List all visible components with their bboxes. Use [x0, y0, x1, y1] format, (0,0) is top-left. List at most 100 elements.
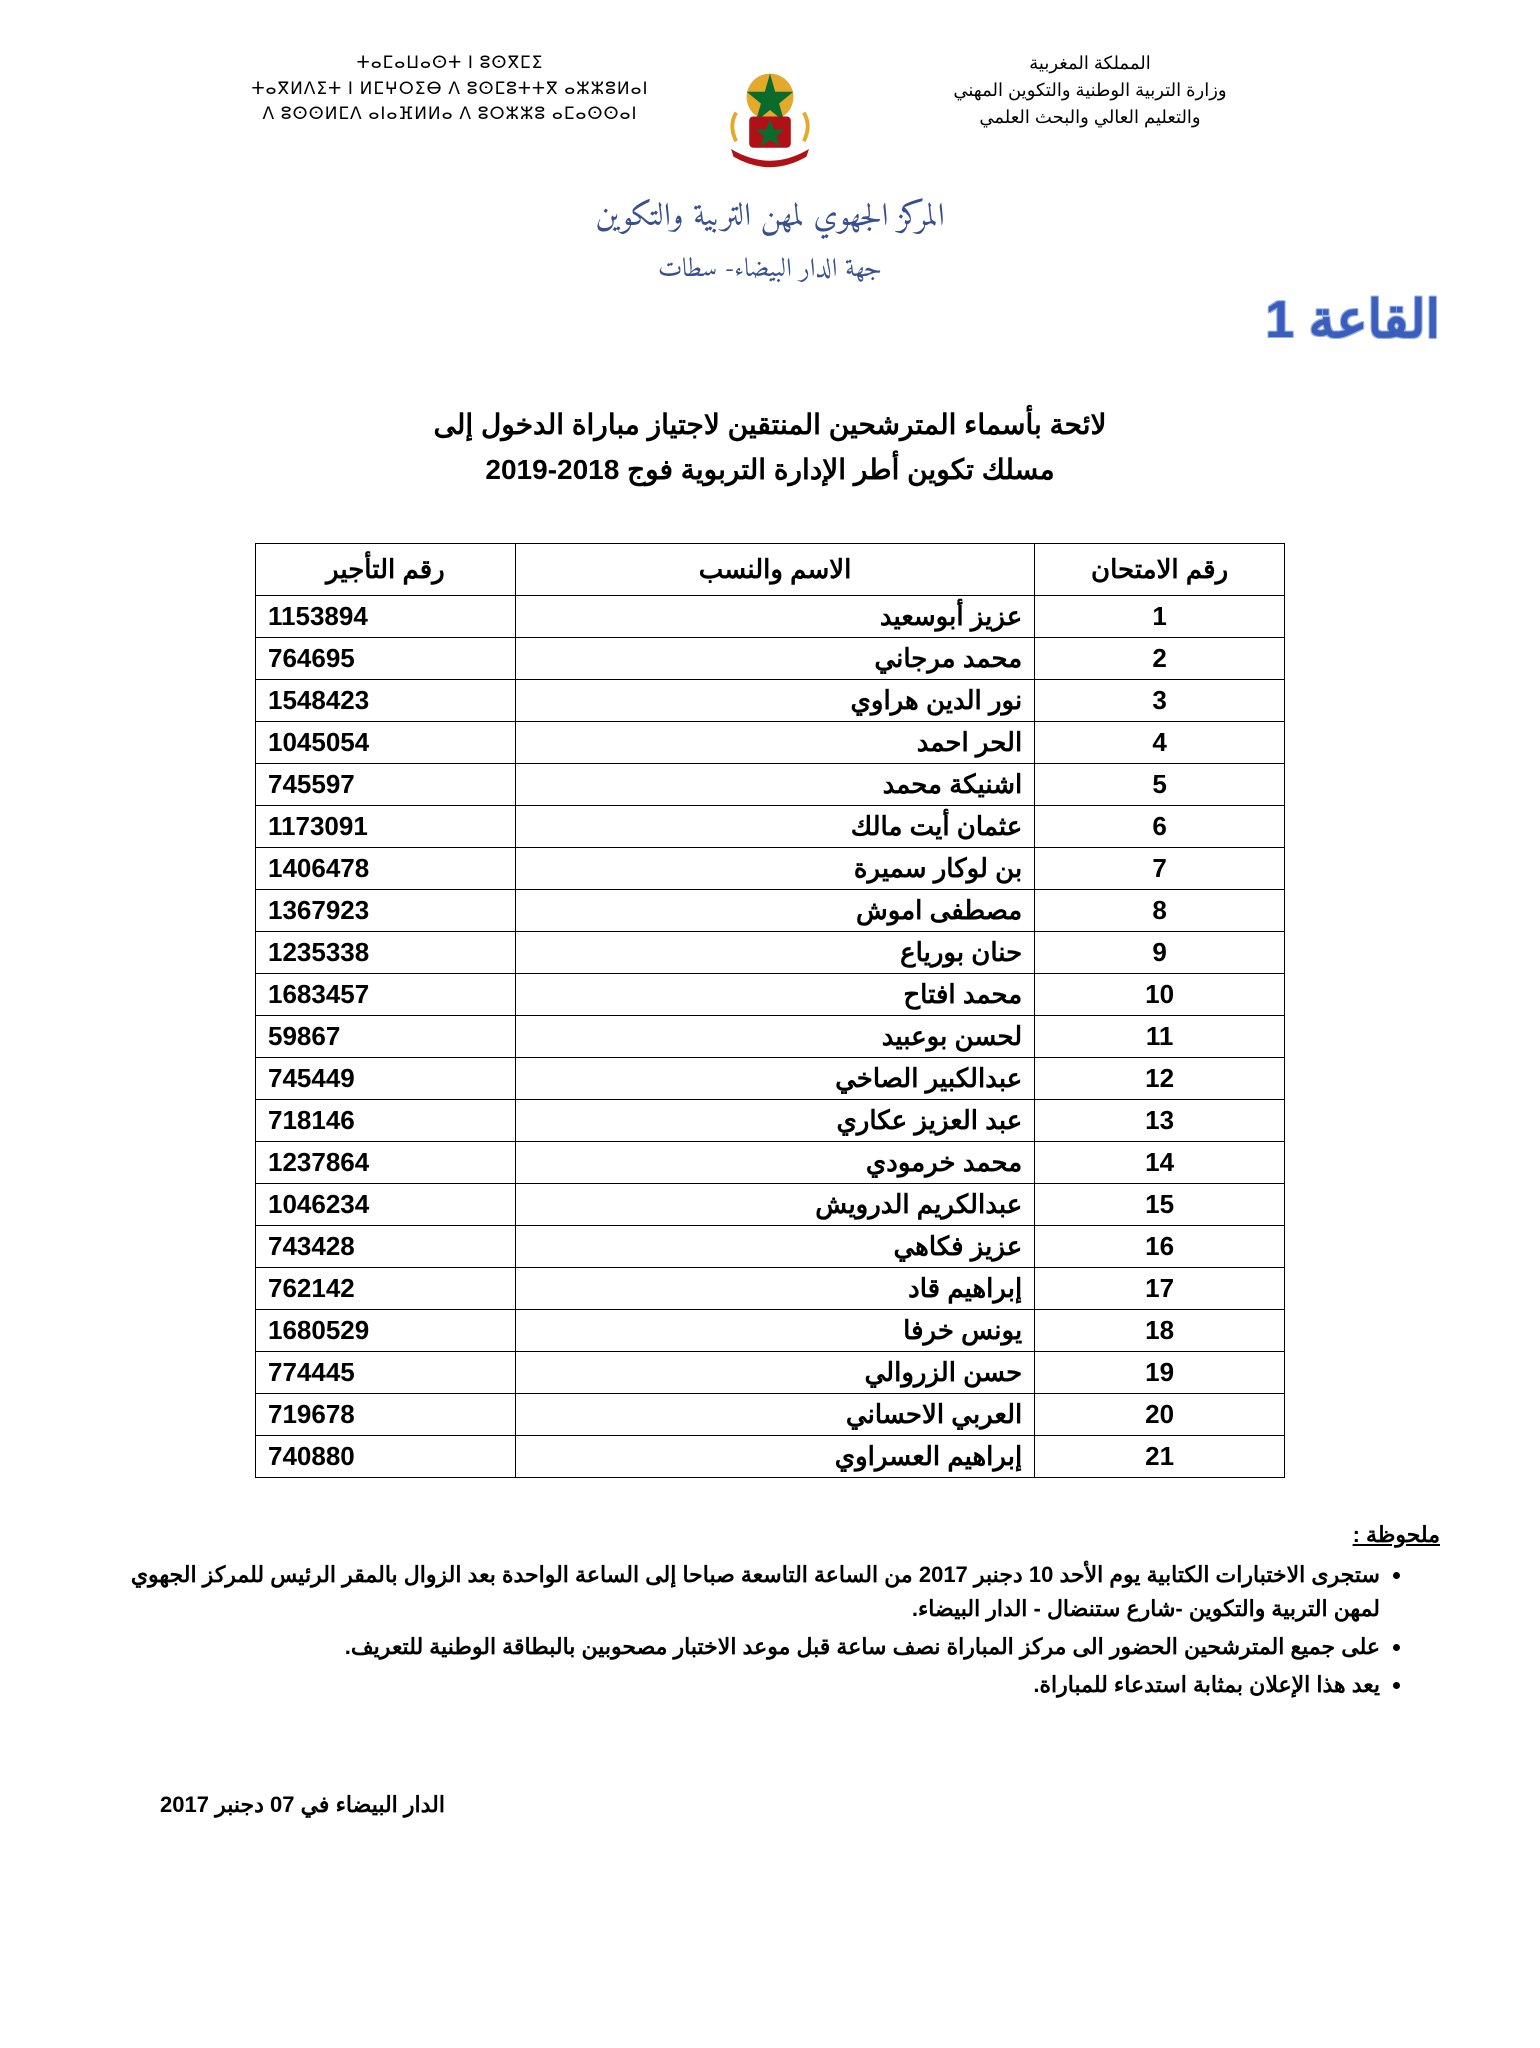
- table-row: 15عبدالكريم الدرويش1046234: [256, 1183, 1285, 1225]
- cell-name: اشنيكة محمد: [515, 763, 1034, 805]
- col-emp-no: رقم التأجير: [256, 543, 516, 595]
- cell-name: عبدالكبير الصاخي: [515, 1057, 1034, 1099]
- cell-emp-no: 1237864: [256, 1141, 516, 1183]
- cell-name: حسن الزروالي: [515, 1351, 1034, 1393]
- cell-emp-no: 1153894: [256, 595, 516, 637]
- cell-name: عثمان أيت مالك: [515, 805, 1034, 847]
- cell-emp-no: 1046234: [256, 1183, 516, 1225]
- cell-emp-no: 745597: [256, 763, 516, 805]
- cell-name: عزيز فكاهي: [515, 1225, 1034, 1267]
- cell-emp-no: 59867: [256, 1015, 516, 1057]
- cell-exam-no: 8: [1035, 889, 1285, 931]
- cell-emp-no: 774445: [256, 1351, 516, 1393]
- cell-name: نور الدين هراوي: [515, 679, 1034, 721]
- cell-exam-no: 21: [1035, 1435, 1285, 1477]
- table-row: 16عزيز فكاهي743428: [256, 1225, 1285, 1267]
- cell-exam-no: 14: [1035, 1141, 1285, 1183]
- cell-emp-no: 740880: [256, 1435, 516, 1477]
- center-name-block: المركز الجهوي لمهن التربية والتكوين جهة …: [100, 190, 1440, 293]
- cell-name: محمد مرجاني: [515, 637, 1034, 679]
- table-row: 6عثمان أيت مالك1173091: [256, 805, 1285, 847]
- notes-list: ستجرى الاختبارات الكتابية يوم الأحد 10 د…: [100, 1558, 1440, 1702]
- notes-heading: ملحوظة :: [100, 1518, 1440, 1552]
- document-header: المملكة المغربية وزارة التربية الوطنية و…: [100, 40, 1440, 180]
- cell-exam-no: 13: [1035, 1099, 1285, 1141]
- table-row: 1عزيز أبوسعيد1153894: [256, 595, 1285, 637]
- table-row: 10محمد افتاح1683457: [256, 973, 1285, 1015]
- cell-name: عبدالكريم الدرويش: [515, 1183, 1034, 1225]
- header-arabic-line: المملكة المغربية: [880, 50, 1300, 77]
- header-arabic-block: المملكة المغربية وزارة التربية الوطنية و…: [880, 40, 1300, 131]
- cell-name: إبراهيم العسراوي: [515, 1435, 1034, 1477]
- morocco-emblem-icon: [690, 40, 850, 180]
- cell-exam-no: 17: [1035, 1267, 1285, 1309]
- candidates-table: رقم الامتحان الاسم والنسب رقم التأجير 1ع…: [255, 543, 1285, 1478]
- cell-emp-no: 743428: [256, 1225, 516, 1267]
- cell-emp-no: 1367923: [256, 889, 516, 931]
- cell-name: لحسن بوعبيد: [515, 1015, 1034, 1057]
- footer-date: الدار البيضاء في 07 دجنبر 2017: [100, 1792, 1440, 1818]
- table-row: 13عبد العزيز عكاري718146: [256, 1099, 1285, 1141]
- cell-emp-no: 745449: [256, 1057, 516, 1099]
- col-exam-no: رقم الامتحان: [1035, 543, 1285, 595]
- cell-name: عبد العزيز عكاري: [515, 1099, 1034, 1141]
- center-title: المركز الجهوي لمهن التربية والتكوين: [100, 190, 1440, 246]
- cell-emp-no: 718146: [256, 1099, 516, 1141]
- header-tifinagh-block: ⵜⴰⵎⴰⵡⴰⵙⵜ ⵏ ⵓⵙⴳⵎⵉ ⵜⴰⴳⵍⴷⵉⵜ ⵏ ⵍⵎⵖⵔⵉⴱ ⴷ ⵓⵙⵎⵓ…: [240, 40, 660, 127]
- cell-exam-no: 15: [1035, 1183, 1285, 1225]
- cell-exam-no: 18: [1035, 1309, 1285, 1351]
- table-row: 17إبراهيم قاد762142: [256, 1267, 1285, 1309]
- cell-emp-no: 1680529: [256, 1309, 516, 1351]
- cell-exam-no: 5: [1035, 763, 1285, 805]
- table-row: 8مصطفى اموش1367923: [256, 889, 1285, 931]
- cell-emp-no: 1045054: [256, 721, 516, 763]
- cell-emp-no: 764695: [256, 637, 516, 679]
- table-row: 7بن لوكار سميرة1406478: [256, 847, 1285, 889]
- notes-block: ملحوظة : ستجرى الاختبارات الكتابية يوم ا…: [100, 1518, 1440, 1702]
- table-row: 9حنان بورياع1235338: [256, 931, 1285, 973]
- cell-exam-no: 3: [1035, 679, 1285, 721]
- table-row: 4الحر احمد1045054: [256, 721, 1285, 763]
- notes-item: ستجرى الاختبارات الكتابية يوم الأحد 10 د…: [100, 1558, 1380, 1626]
- table-header-row: رقم الامتحان الاسم والنسب رقم التأجير: [256, 543, 1285, 595]
- header-arabic-line: وزارة التربية الوطنية والتكوين المهني: [880, 77, 1300, 104]
- cell-name: محمد خرمودي: [515, 1141, 1034, 1183]
- cell-exam-no: 19: [1035, 1351, 1285, 1393]
- notes-item: على جميع المترشحين الحضور الى مركز المبا…: [100, 1630, 1380, 1664]
- cell-name: يونس خرفا: [515, 1309, 1034, 1351]
- table-row: 18يونس خرفا1680529: [256, 1309, 1285, 1351]
- cell-emp-no: 1235338: [256, 931, 516, 973]
- cell-exam-no: 6: [1035, 805, 1285, 847]
- header-arabic-line: والتعليم العالي والبحث العلمي: [880, 104, 1300, 131]
- room-badge: القاعة 1: [1265, 290, 1440, 350]
- cell-exam-no: 2: [1035, 637, 1285, 679]
- cell-emp-no: 1683457: [256, 973, 516, 1015]
- cell-emp-no: 1406478: [256, 847, 516, 889]
- cell-emp-no: 1548423: [256, 679, 516, 721]
- cell-emp-no: 1173091: [256, 805, 516, 847]
- cell-exam-no: 16: [1035, 1225, 1285, 1267]
- table-row: 12عبدالكبير الصاخي745449: [256, 1057, 1285, 1099]
- cell-exam-no: 7: [1035, 847, 1285, 889]
- cell-emp-no: 719678: [256, 1393, 516, 1435]
- cell-exam-no: 9: [1035, 931, 1285, 973]
- table-row: 3نور الدين هراوي1548423: [256, 679, 1285, 721]
- cell-emp-no: 762142: [256, 1267, 516, 1309]
- cell-exam-no: 1: [1035, 595, 1285, 637]
- cell-name: إبراهيم قاد: [515, 1267, 1034, 1309]
- cell-exam-no: 20: [1035, 1393, 1285, 1435]
- cell-exam-no: 10: [1035, 973, 1285, 1015]
- table-row: 14محمد خرمودي1237864: [256, 1141, 1285, 1183]
- cell-exam-no: 4: [1035, 721, 1285, 763]
- table-row: 11لحسن بوعبيد59867: [256, 1015, 1285, 1057]
- cell-name: حنان بورياع: [515, 931, 1034, 973]
- title-line: لائحة بأسماء المترشحين المنتقين لاجتياز …: [100, 403, 1440, 448]
- table-row: 2محمد مرجاني764695: [256, 637, 1285, 679]
- cell-exam-no: 11: [1035, 1015, 1285, 1057]
- table-row: 20العربي الاحساني719678: [256, 1393, 1285, 1435]
- header-tifinagh-line: ⵜⴰⴳⵍⴷⵉⵜ ⵏ ⵍⵎⵖⵔⵉⴱ ⴷ ⵓⵙⵎⵓⵜⵜⴳ ⴰⵣⵣⵓⵍⴰⵏ: [240, 76, 660, 102]
- table-row: 19حسن الزروالي774445: [256, 1351, 1285, 1393]
- cell-name: عزيز أبوسعيد: [515, 595, 1034, 637]
- document-title: لائحة بأسماء المترشحين المنتقين لاجتياز …: [100, 403, 1440, 493]
- candidates-table-wrap: رقم الامتحان الاسم والنسب رقم التأجير 1ع…: [255, 543, 1285, 1478]
